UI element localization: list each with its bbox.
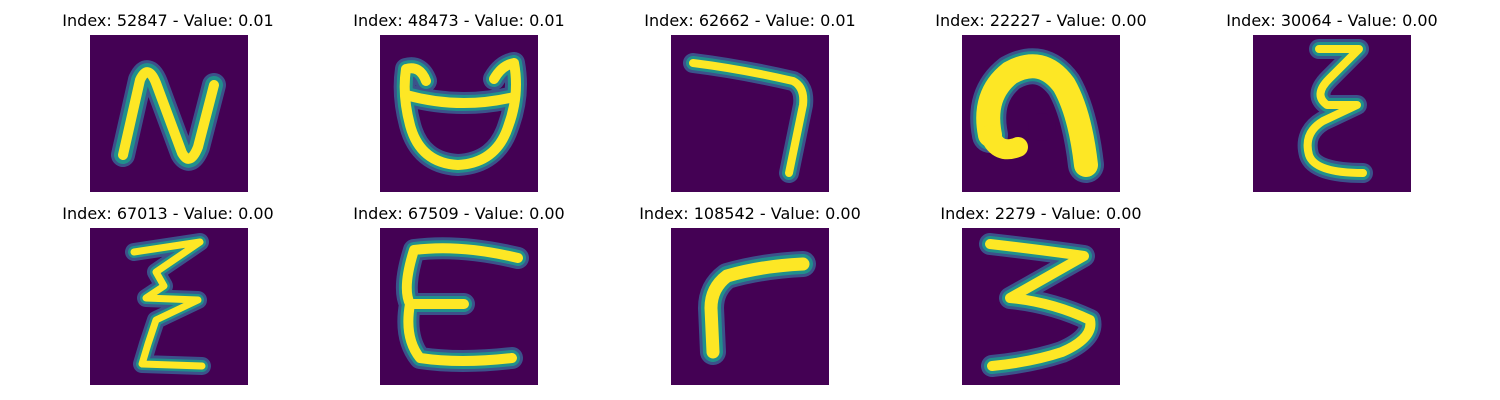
n-shape-image — [90, 35, 248, 192]
tile-title: Index: 67509 - Value: 0.00 — [353, 204, 565, 223]
seven-shape-image — [671, 35, 829, 192]
tile-title: Index: 108542 - Value: 0.00 — [639, 204, 861, 223]
r-shape-image — [671, 228, 829, 385]
e-shape-image — [380, 228, 538, 385]
tile-title: Index: 48473 - Value: 0.01 — [353, 11, 565, 30]
three-shape-image — [962, 228, 1120, 385]
tile-title: Index: 52847 - Value: 0.01 — [62, 11, 274, 30]
hook-shape-image — [962, 35, 1120, 192]
tile-title: Index: 67013 - Value: 0.00 — [62, 204, 274, 223]
tile-title: Index: 2279 - Value: 0.00 — [940, 204, 1142, 223]
tile-title: Index: 30064 - Value: 0.00 — [1226, 11, 1438, 30]
cup-shape-image — [380, 35, 538, 192]
zigzag-e-shape-image — [1253, 35, 1411, 192]
tile-title: Index: 22227 - Value: 0.00 — [935, 11, 1147, 30]
zigzag-z-shape-image — [90, 228, 248, 385]
tile-title: Index: 62662 - Value: 0.01 — [644, 11, 856, 30]
